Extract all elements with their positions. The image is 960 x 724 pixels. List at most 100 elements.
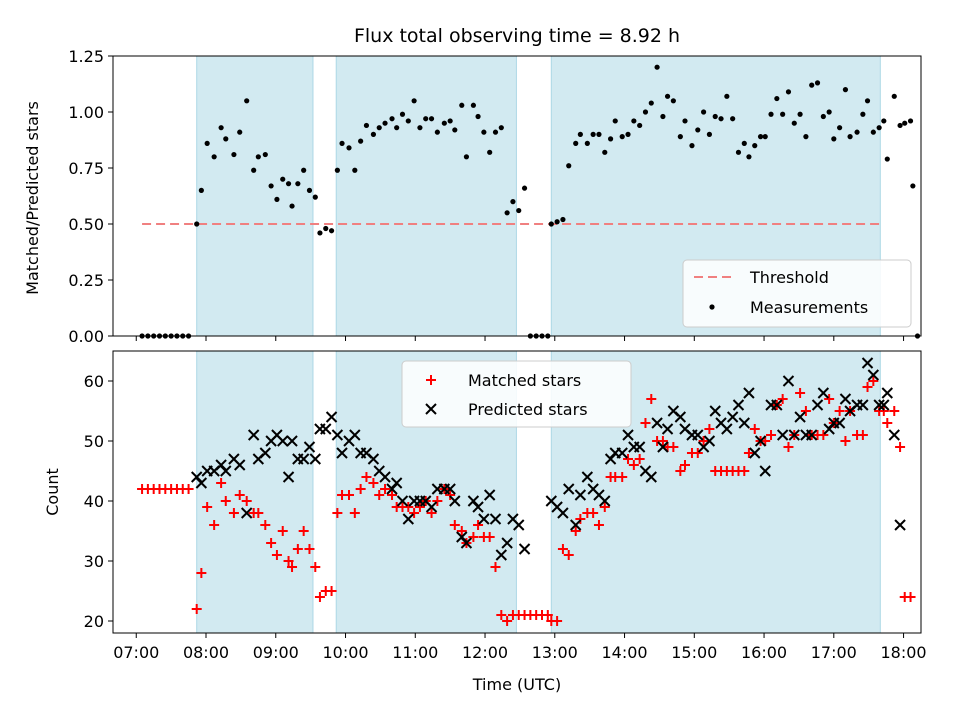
measurement-point: [876, 125, 882, 131]
matched-point: [202, 502, 213, 512]
predicted-point: [282, 471, 295, 483]
matched-point: [552, 616, 563, 626]
measurement-point: [423, 116, 429, 122]
measurement-point: [752, 143, 758, 149]
predicted-point: [483, 489, 496, 501]
matched-point: [326, 586, 337, 596]
predicted-point: [390, 477, 403, 489]
matched-point: [368, 478, 379, 488]
predicted-point: [788, 429, 800, 441]
measurement-point: [891, 93, 897, 99]
matched-point: [490, 562, 501, 572]
predicted-point: [645, 471, 657, 483]
predicted-point: [738, 417, 750, 429]
measurement-point: [301, 167, 307, 173]
measurement-point: [237, 129, 243, 135]
measurement-point: [262, 151, 268, 158]
measurement-point: [521, 185, 528, 191]
predicted-point: [320, 423, 332, 435]
measurement-point: [689, 143, 695, 149]
measurement-point: [695, 127, 701, 133]
measurement-point: [492, 129, 499, 135]
predicted-point: [581, 471, 594, 483]
x-tick-label: 09:00: [253, 643, 299, 662]
matched-point: [374, 490, 385, 500]
predicted-point: [817, 387, 830, 399]
measurement-point: [768, 111, 774, 117]
matched-point: [882, 418, 893, 428]
matched-point: [432, 496, 443, 506]
measurement-point: [352, 167, 358, 173]
y-tick-label: 50: [84, 432, 104, 451]
matched-point: [766, 430, 777, 440]
predicted-point: [881, 387, 893, 399]
measurement-point: [289, 203, 295, 209]
measurement-point: [607, 136, 614, 142]
matched-point: [260, 520, 271, 530]
measurement-point: [323, 225, 329, 232]
predicted-point: [721, 423, 733, 435]
legend-threshold-label: Threshold: [749, 268, 829, 287]
matched-point: [692, 448, 703, 458]
measurement-point: [785, 89, 792, 95]
measurement-point: [642, 109, 649, 115]
matched-point: [895, 442, 906, 452]
predicted-point: [220, 465, 232, 477]
predicted-point: [703, 435, 716, 447]
measurement-point: [648, 100, 654, 106]
matched-point: [588, 508, 599, 518]
y-axis-label-count: Count: [43, 468, 62, 516]
matched-point: [542, 610, 553, 620]
measurement-point: [803, 134, 809, 140]
measurement-point: [211, 154, 217, 160]
measurement-point: [677, 134, 683, 140]
plot-frame: [112, 350, 922, 634]
measurement-point: [791, 120, 797, 126]
matched-point: [783, 442, 794, 452]
measurement-point: [654, 64, 660, 70]
matched-point: [403, 502, 414, 512]
matched-point: [628, 460, 639, 470]
x-tick-label: 13:00: [532, 643, 578, 662]
predicted-point: [286, 435, 298, 447]
measurement-point: [730, 116, 736, 122]
matched-point: [675, 466, 686, 476]
measurement-point: [394, 125, 400, 131]
predicted-point: [806, 429, 818, 441]
predicted-point: [444, 483, 456, 495]
matched-point: [277, 526, 288, 536]
predicted-point: [839, 393, 852, 405]
predicted-point: [325, 411, 338, 423]
matched-point: [593, 520, 604, 530]
measurement-point: [660, 113, 666, 120]
matched-point: [253, 508, 264, 518]
panel-ratio: 0.00 0.25 0.50 0.75 1.00 1.25: [68, 47, 922, 346]
matched-point: [575, 514, 586, 524]
predicted-point: [732, 399, 745, 411]
x-tick-label: 10:00: [322, 643, 368, 662]
measurement-point: [826, 109, 832, 115]
measurement-point: [312, 194, 318, 200]
matched-point: [634, 454, 645, 464]
measurement-point: [860, 111, 866, 117]
measurement-point: [573, 140, 579, 146]
matched-point: [749, 424, 760, 434]
predicted-point: [776, 429, 789, 441]
matched-point: [777, 394, 788, 404]
measurement-point: [358, 138, 364, 144]
matched-point: [234, 490, 245, 500]
measurement-point: [399, 111, 406, 117]
predicted-point: [692, 429, 704, 441]
predicted-point: [309, 453, 321, 465]
measurement-point: [268, 183, 274, 189]
matched-point: [840, 436, 851, 446]
measurement-point: [389, 116, 395, 122]
matched-point: [332, 508, 343, 518]
x-tick-label: 14:00: [601, 643, 647, 662]
matched-point: [266, 538, 277, 548]
measurement-point: [746, 154, 752, 160]
matched-point: [834, 406, 845, 416]
predicted-point: [811, 399, 824, 411]
matched-point: [314, 592, 325, 602]
